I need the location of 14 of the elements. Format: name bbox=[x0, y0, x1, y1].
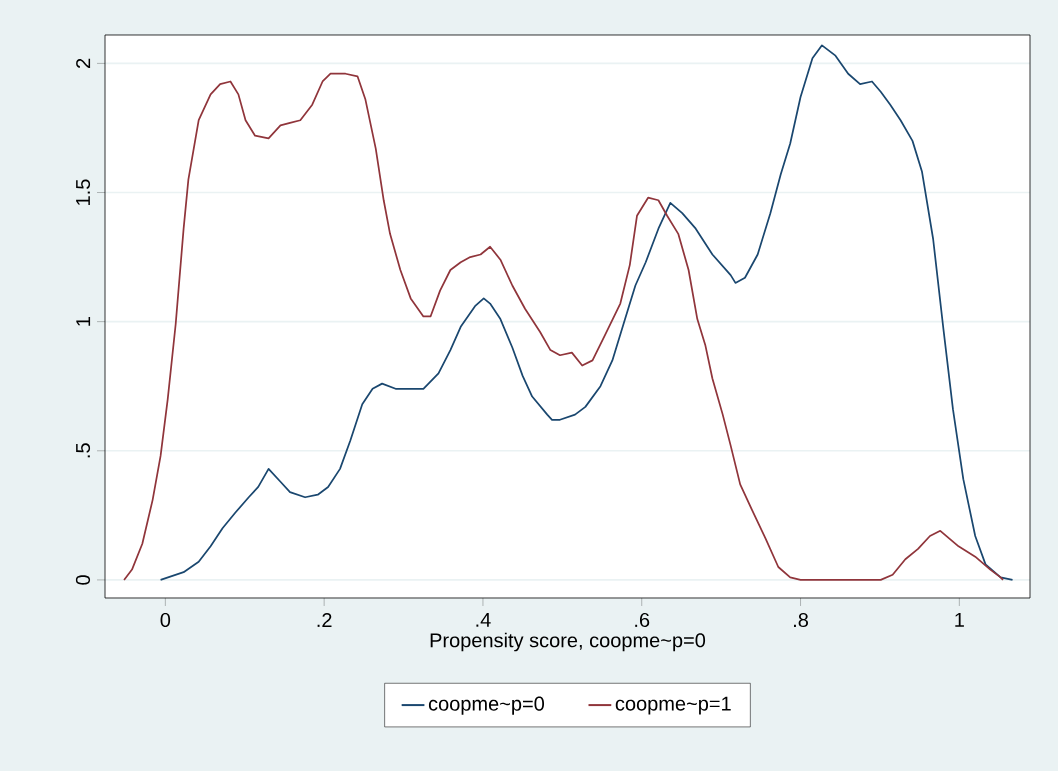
y-tick-label: .5 bbox=[76, 443, 91, 458]
legend-label: coopme~p=0 bbox=[428, 696, 545, 715]
legend-label: coopme~p=1 bbox=[615, 696, 731, 715]
x-tick-label: 0 bbox=[160, 612, 171, 628]
x-tick-label: .2 bbox=[317, 612, 332, 627]
y-tick-label: 1 bbox=[76, 317, 91, 326]
y-tick-label: 0 bbox=[75, 575, 91, 585]
x-tick-label: 1 bbox=[955, 612, 964, 627]
x-tick-label: .8 bbox=[794, 612, 808, 628]
x-tick-label: .4 bbox=[476, 612, 491, 627]
y-tick-label: 2 bbox=[76, 58, 91, 68]
y-tick-label: 1.5 bbox=[76, 179, 91, 205]
x-axis-title: Propensity score, coopme~p=0 bbox=[430, 632, 706, 652]
x-tick-label: .6 bbox=[635, 612, 650, 628]
